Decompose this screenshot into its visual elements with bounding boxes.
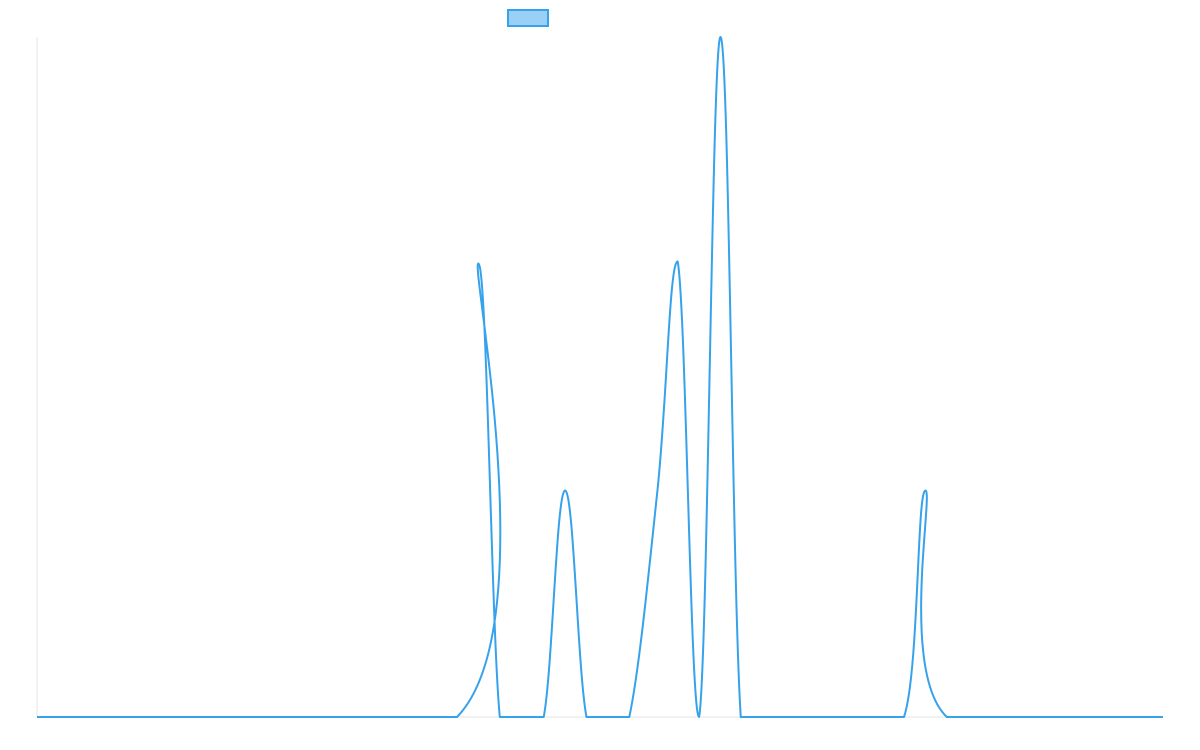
- legend[interactable]: [507, 9, 549, 27]
- legend-swatch[interactable]: [507, 9, 549, 27]
- data-point[interactable]: [717, 34, 723, 40]
- data-point[interactable]: [475, 260, 481, 266]
- chart-series: [34, 34, 1166, 720]
- data-point[interactable]: [738, 714, 744, 720]
- data-point[interactable]: [696, 714, 702, 720]
- data-point[interactable]: [804, 714, 810, 720]
- data-point[interactable]: [583, 714, 589, 720]
- data-point[interactable]: [675, 258, 681, 264]
- data-point[interactable]: [1160, 714, 1166, 720]
- data-point[interactable]: [782, 714, 788, 720]
- data-point[interactable]: [760, 714, 766, 720]
- chart-axes: [36, 37, 1163, 718]
- data-point[interactable]: [901, 714, 907, 720]
- data-point[interactable]: [944, 714, 950, 720]
- data-point[interactable]: [34, 714, 40, 720]
- data-point[interactable]: [827, 714, 833, 720]
- data-point[interactable]: [606, 714, 612, 720]
- data-point[interactable]: [518, 714, 524, 720]
- data-point[interactable]: [541, 714, 547, 720]
- data-point[interactable]: [626, 714, 632, 720]
- series-line-0: [36, 36, 1163, 719]
- data-point[interactable]: [654, 488, 660, 494]
- data-point[interactable]: [497, 714, 503, 720]
- data-point[interactable]: [847, 714, 853, 720]
- data-point[interactable]: [922, 488, 928, 494]
- data-point[interactable]: [562, 488, 568, 494]
- data-point[interactable]: [454, 714, 460, 720]
